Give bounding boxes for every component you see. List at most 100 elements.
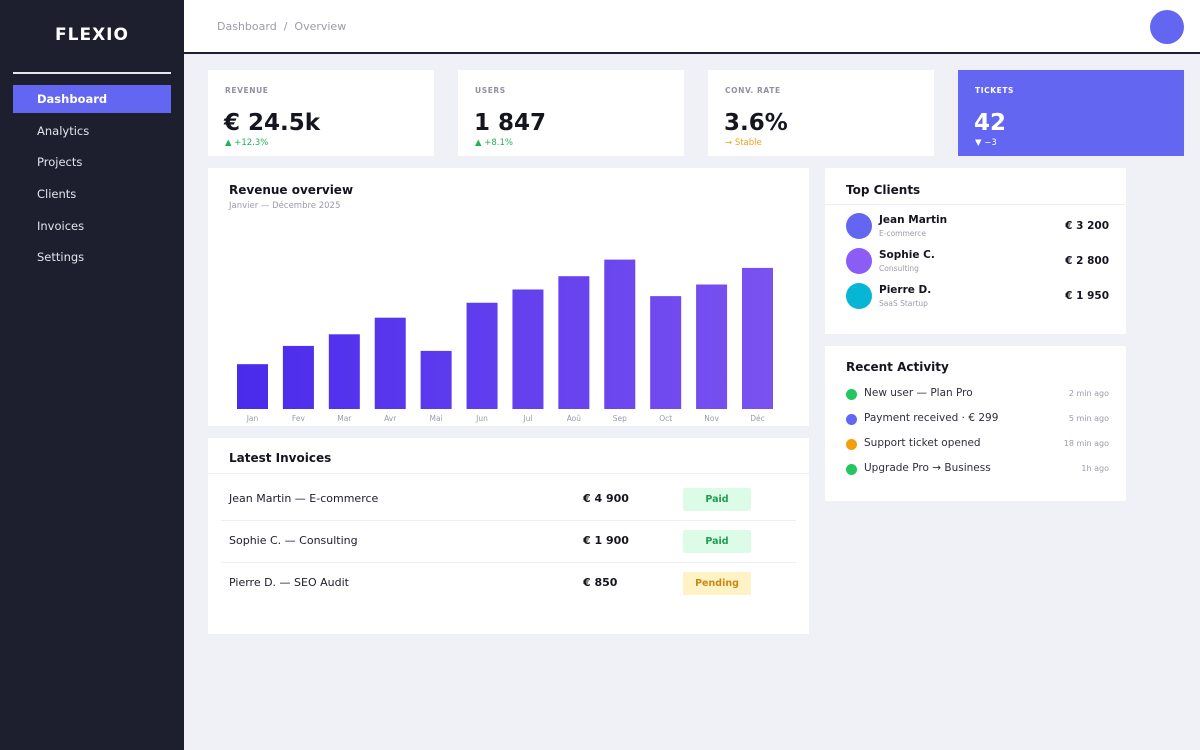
activity-text: Upgrade Pro → Business [864, 462, 991, 474]
card-title: Top Clients [846, 183, 921, 197]
x-tick-label: Sep [613, 414, 627, 423]
top-clients-card: Top Clients Jean Martin E-commerce € 3 2… [825, 168, 1126, 334]
client-type: Consulting [879, 264, 919, 273]
status-dot-icon [846, 439, 857, 450]
invoice-row[interactable]: Pierre D. — SEO Audit € 850 Pending [221, 563, 796, 605]
kpi-value: € 24.5k [224, 110, 321, 136]
chart-bar-jul[interactable] [512, 289, 544, 409]
invoice-description: Jean Martin — E-commerce [229, 492, 379, 505]
kpi-value: 3.6% [724, 110, 788, 136]
x-tick-label: Avr [384, 414, 397, 423]
kpi-delta: → Stable [725, 138, 762, 148]
kpi-value: 1 847 [474, 110, 547, 136]
client-row[interactable]: Pierre D. SaaS Startup € 1 950 [846, 280, 1109, 310]
client-amount: € 3 200 [1065, 220, 1109, 232]
chart-bar-avr[interactable] [374, 317, 406, 409]
kpi-card-tickets: TICKETS 42 ▼ −3 [958, 70, 1184, 156]
card-title: Revenue overview [229, 183, 354, 197]
kpi-label: CONV. RATE [725, 86, 781, 95]
breadcrumb-item-dashboard[interactable]: Dashboard [217, 20, 277, 33]
activity-text: Payment received · € 299 [864, 412, 999, 424]
revenue-bar-chart: Jan Fev Mar Avr Mai Jun Jul Aoû Sep Oct Nov Déc [237, 259, 773, 423]
status-badge: Paid [683, 488, 751, 511]
chart-bar-nov[interactable] [696, 284, 728, 410]
client-type: SaaS Startup [879, 299, 928, 308]
client-amount: € 2 800 [1065, 255, 1109, 267]
kpi-card-conversion-rate: CONV. RATE 3.6% → Stable [708, 70, 934, 156]
kpi-delta: ▲ +8.1% [475, 138, 513, 148]
invoice-row[interactable]: Sophie C. — Consulting € 1 900 Paid [221, 521, 796, 563]
app-logo: FLEXIO [55, 25, 129, 45]
chart-bar-fev[interactable] [282, 345, 314, 409]
kpi-card-users: USERS 1 847 ▲ +8.1% [458, 70, 684, 156]
activity-item: Support ticket opened 18 min ago [846, 436, 1109, 452]
activity-item: Payment received · € 299 5 min ago [846, 411, 1109, 427]
x-tick-label: Déc [750, 414, 765, 423]
chart-bar-mar[interactable] [328, 334, 360, 409]
activity-text: New user — Plan Pro [864, 387, 973, 399]
kpi-label: USERS [475, 86, 506, 95]
chart-bar-aoû[interactable] [558, 276, 590, 409]
x-tick-label: Nov [704, 414, 719, 423]
card-divider [825, 204, 1126, 205]
sidebar-item-projects[interactable]: Projects [37, 155, 83, 170]
card-title: Latest Invoices [229, 451, 332, 465]
x-tick-label: Mar [337, 414, 352, 423]
card-title: Recent Activity [846, 360, 949, 374]
x-tick-label: Jul [522, 414, 532, 423]
status-dot-icon [846, 389, 857, 400]
client-name: Jean Martin [879, 214, 948, 226]
status-dot-icon [846, 464, 857, 475]
chart-bar-jan[interactable] [237, 364, 268, 409]
activity-time: 2 min ago [1068, 389, 1109, 398]
client-name: Sophie C. [879, 249, 935, 261]
x-tick-label: Aoû [567, 414, 582, 423]
card-subtitle: Janvier — Décembre 2025 [229, 201, 341, 211]
sidebar-item-settings[interactable]: Settings [37, 250, 85, 265]
x-tick-label: Mai [430, 414, 443, 423]
client-name: Pierre D. [879, 284, 932, 296]
sidebar-item-analytics[interactable]: Analytics [37, 123, 90, 138]
invoice-description: Pierre D. — SEO Audit [229, 576, 349, 589]
invoice-description: Sophie C. — Consulting [229, 534, 358, 547]
kpi-label: TICKETS [975, 86, 1015, 95]
recent-activity-card: Recent Activity New user — Plan Pro 2 mi… [825, 346, 1126, 501]
chart-bar-déc[interactable] [742, 267, 773, 409]
x-tick-label: Jan [246, 414, 259, 423]
x-tick-label: Oct [659, 414, 672, 423]
client-avatar [846, 213, 872, 239]
sidebar-divider [13, 72, 171, 74]
chart-bar-oct[interactable] [650, 296, 682, 409]
invoice-amount: € 4 900 [583, 492, 629, 505]
sidebar-item-invoices[interactable]: Invoices [37, 218, 85, 233]
status-badge: Pending [683, 572, 751, 595]
activity-time: 5 min ago [1068, 414, 1109, 423]
chart-bar-sep[interactable] [604, 259, 636, 409]
chart-bar-mai[interactable] [420, 350, 452, 409]
activity-item: Upgrade Pro → Business 1h ago [846, 461, 1109, 477]
activity-text: Support ticket opened [864, 437, 981, 449]
breadcrumb-item-overview: Overview [294, 20, 347, 33]
sidebar-item-dashboard[interactable]: Dashboard [13, 85, 171, 113]
invoice-row[interactable]: Jean Martin — E-commerce € 4 900 Paid [221, 479, 796, 521]
kpi-label: REVENUE [225, 86, 269, 95]
sidebar-item-clients[interactable]: Clients [37, 187, 77, 202]
breadcrumb-separator: / [283, 20, 288, 33]
chart-bar-jun[interactable] [466, 302, 498, 409]
x-tick-label: Fev [292, 414, 306, 423]
kpi-card-revenue: REVENUE € 24.5k ▲ +12.3% [208, 70, 434, 156]
activity-time: 18 min ago [1063, 439, 1109, 448]
kpi-delta: ▼ −3 [975, 138, 997, 148]
status-badge: Paid [683, 530, 751, 553]
topbar: Dashboard / Overview [184, 0, 1200, 54]
activity-item: New user — Plan Pro 2 min ago [846, 386, 1109, 402]
activity-time: 1h ago [1081, 464, 1109, 473]
sidebar: FLEXIO Dashboard Analytics Projects Clie… [0, 0, 184, 750]
client-row[interactable]: Sophie C. Consulting € 2 800 [846, 245, 1109, 275]
breadcrumb: Dashboard / Overview [217, 20, 346, 33]
client-row[interactable]: Jean Martin E-commerce € 3 200 [846, 210, 1109, 240]
card-divider [208, 473, 809, 474]
status-dot-icon [846, 414, 857, 425]
x-tick-label: Jun [475, 414, 488, 423]
user-avatar[interactable] [1150, 10, 1184, 44]
